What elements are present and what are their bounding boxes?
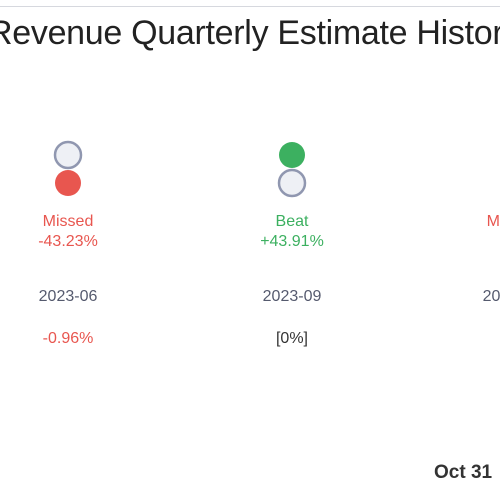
change-percent: [0%] bbox=[276, 330, 308, 347]
result-label: Beat bbox=[276, 213, 309, 230]
result-label: Missed bbox=[43, 213, 94, 230]
chart-title: Revenue Quarterly Estimate History bbox=[0, 14, 500, 52]
estimate-marker bbox=[277, 168, 307, 198]
surprise-percent: -43.23% bbox=[38, 233, 98, 250]
actual-marker bbox=[279, 142, 305, 168]
actual-marker bbox=[55, 170, 81, 196]
estimate-marker bbox=[53, 140, 83, 170]
footer-date: Oct 31 bbox=[434, 462, 493, 483]
change-percent: -0.96% bbox=[43, 330, 94, 347]
surprise-percent: +43.91% bbox=[260, 233, 324, 250]
result-label: Missed bbox=[487, 213, 500, 230]
top-divider bbox=[0, 6, 500, 7]
quarter-label: 2023-06 bbox=[39, 288, 98, 305]
quarter-label: 2023-09 bbox=[263, 288, 322, 305]
quarter-label: 2023-12 bbox=[483, 288, 500, 305]
